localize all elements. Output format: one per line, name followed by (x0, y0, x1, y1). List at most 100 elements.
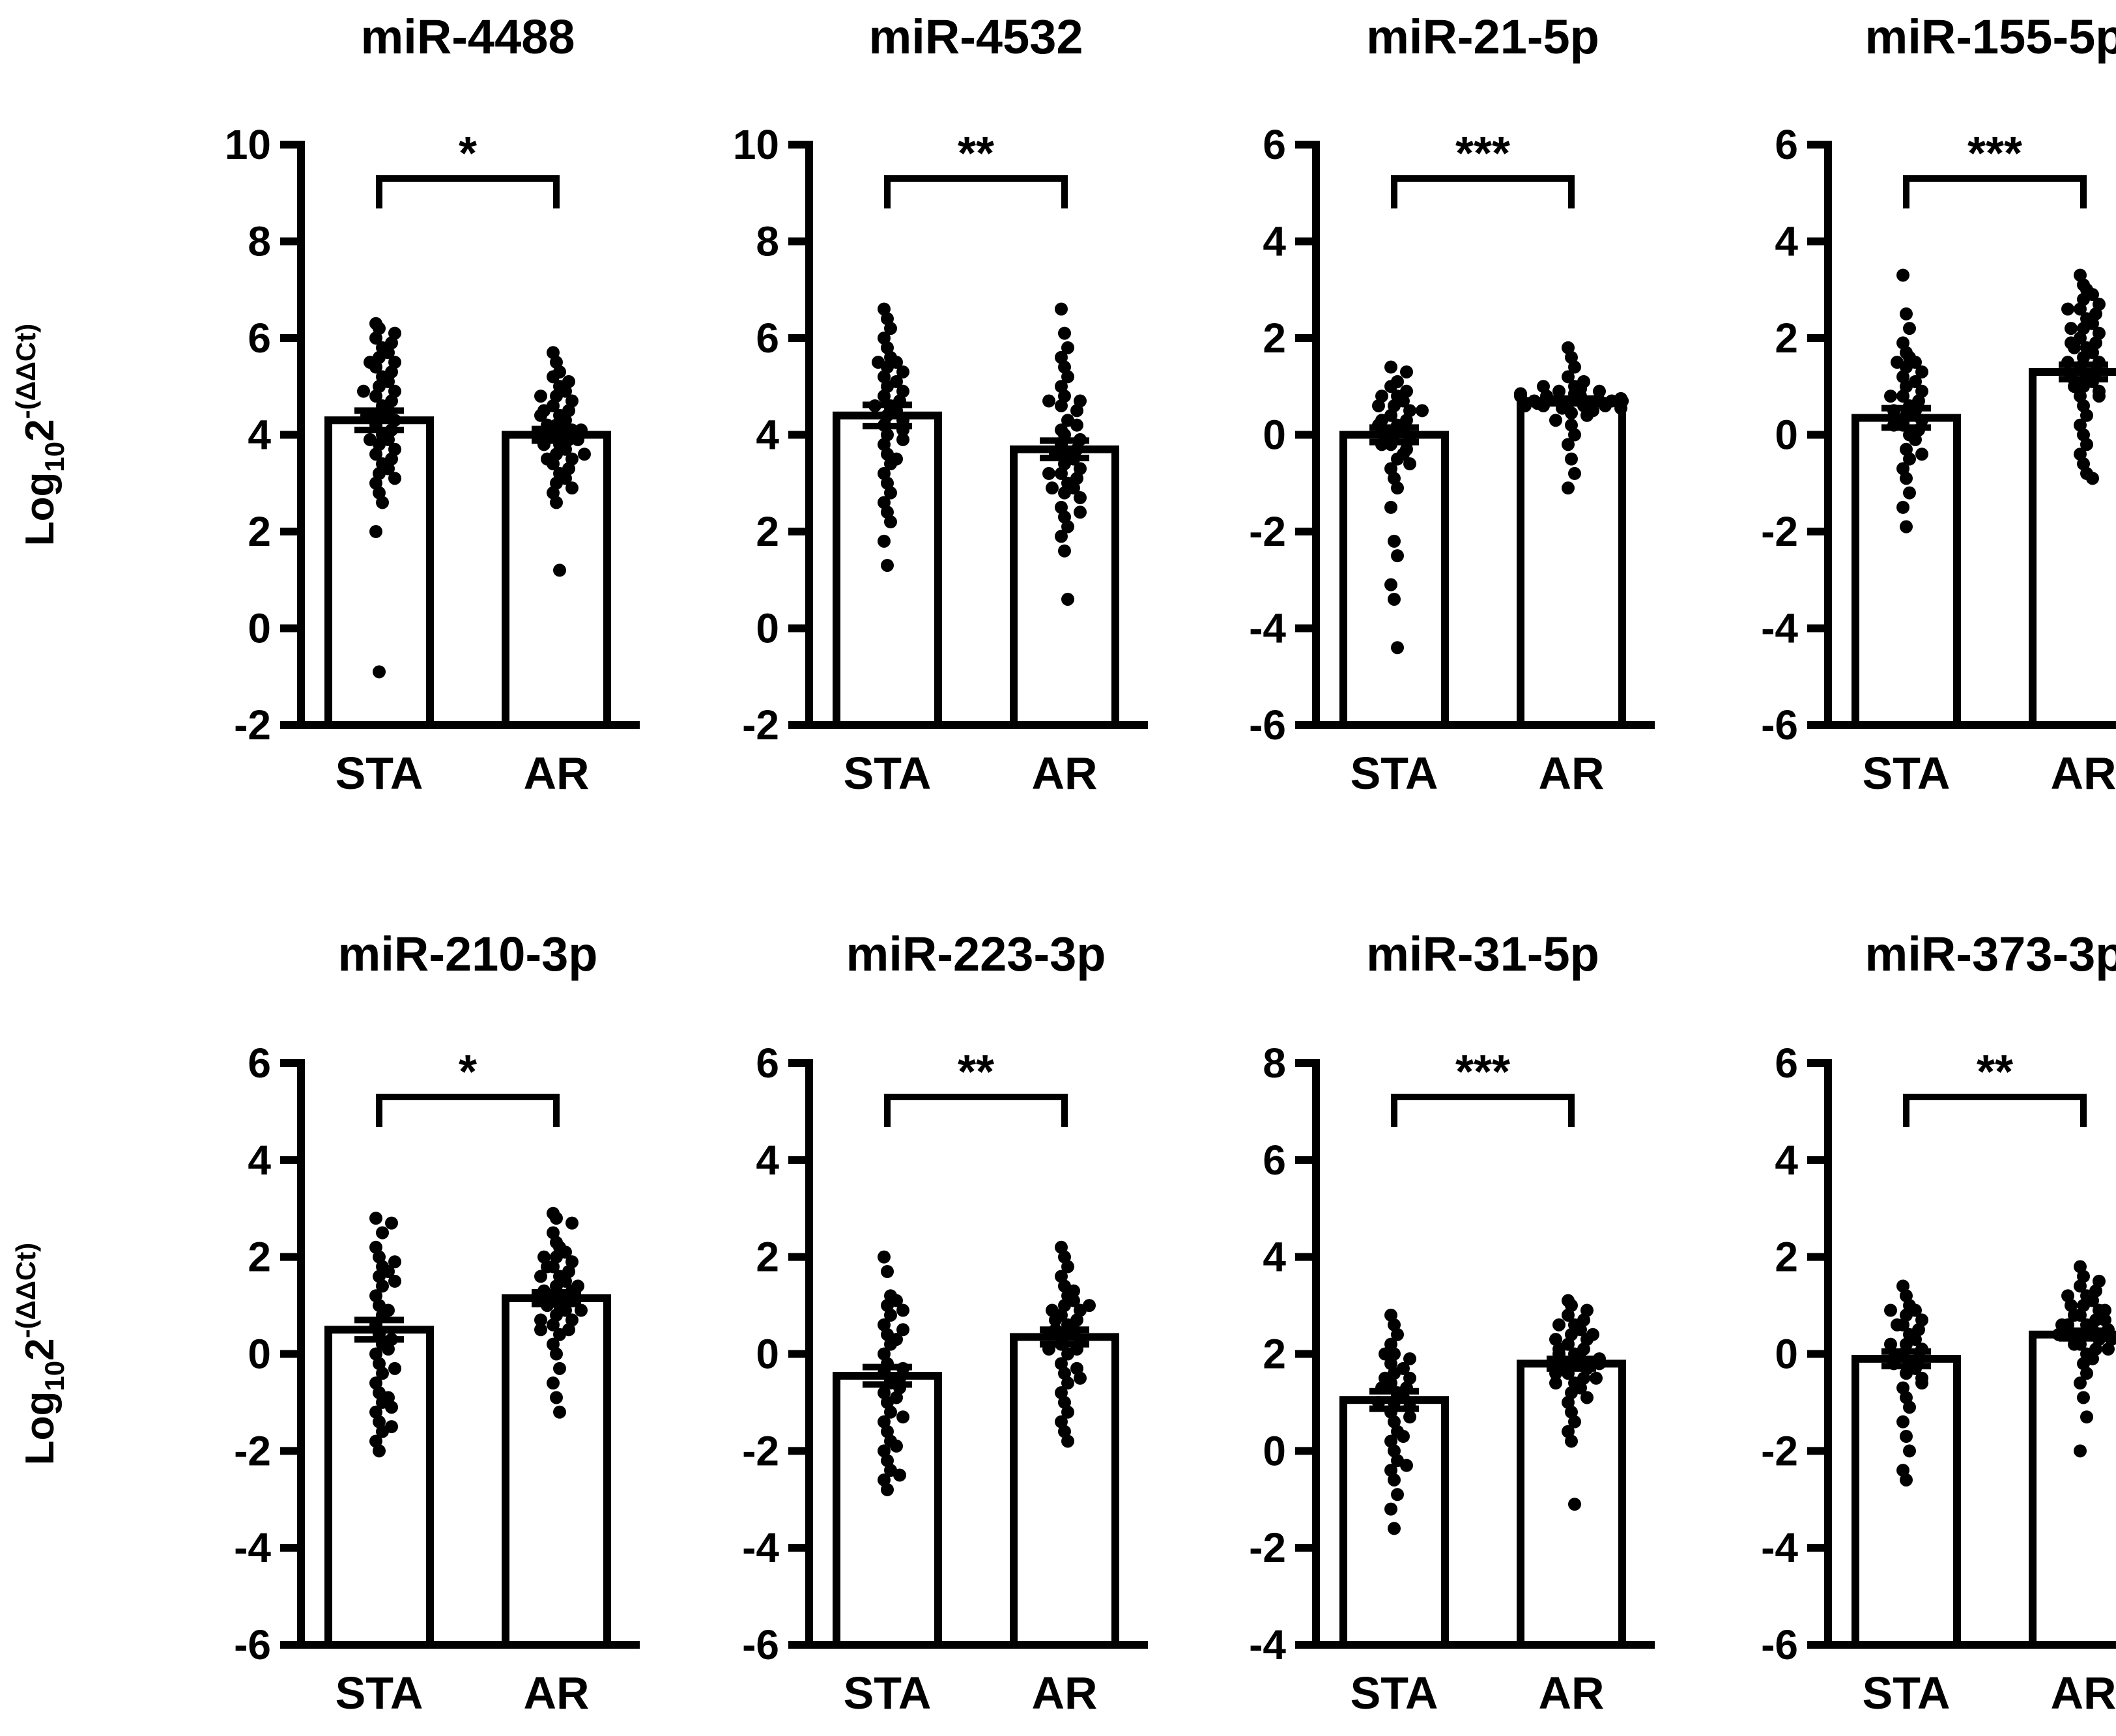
x-category-label: AR (523, 748, 589, 799)
y-tick-label: -2 (1249, 1524, 1286, 1571)
bar-ar (2029, 1330, 2116, 1649)
data-point (388, 1274, 401, 1288)
data-point (357, 384, 370, 398)
data-point (1061, 341, 1074, 354)
data-point (1400, 365, 1413, 378)
data-point (385, 1401, 398, 1414)
data-point (1562, 370, 1575, 384)
data-point (890, 375, 903, 388)
data-point (1903, 1444, 1916, 1458)
y-tick-label: 6 (248, 315, 271, 362)
data-point (565, 481, 579, 495)
data-point (1562, 438, 1575, 451)
data-point (1397, 1430, 1410, 1444)
data-point (1903, 486, 1916, 500)
y-tick-label: 6 (248, 1040, 271, 1087)
significance-label: *** (1455, 128, 1510, 180)
data-point (369, 332, 382, 345)
data-point (1384, 500, 1397, 514)
data-point (2061, 1289, 2074, 1303)
data-point (1058, 544, 1071, 558)
data-point (1562, 481, 1575, 495)
data-point (388, 1361, 401, 1375)
data-point (1586, 1328, 1599, 1341)
data-point (1900, 1367, 1913, 1380)
data-point (896, 1303, 909, 1317)
significance-bracket (376, 175, 560, 208)
y-axis-title-log: Log (18, 1391, 63, 1466)
data-point (534, 1313, 547, 1327)
y-tick-label: -2 (234, 1427, 271, 1474)
data-point (1400, 1459, 1413, 1472)
y-tick-label: 0 (1775, 412, 1798, 459)
y-tick-label: 2 (1775, 1234, 1798, 1281)
chart-title: miR-223-3p (846, 927, 1106, 981)
data-point (1388, 1522, 1401, 1535)
data-point (1379, 1371, 1392, 1385)
data-point (1593, 384, 1606, 398)
data-point (1884, 390, 1897, 403)
significance-label: ** (958, 1046, 994, 1098)
data-point (1900, 520, 1913, 534)
data-point (1915, 1376, 1928, 1390)
y-tick-label: -4 (1761, 605, 1798, 652)
data-point (1055, 302, 1068, 316)
data-point (1519, 399, 1532, 412)
x-category-label: AR (523, 1668, 589, 1718)
significance-bracket (376, 1094, 560, 1127)
y-tick-label: -6 (1761, 1621, 1798, 1668)
data-point (553, 1328, 566, 1341)
data-point (553, 1405, 566, 1419)
x-category-label: STA (844, 748, 932, 799)
data-point (884, 1405, 897, 1419)
data-point (541, 452, 554, 466)
data-point (547, 1376, 560, 1390)
data-point (1055, 466, 1068, 480)
significance-label: ** (1977, 1046, 2013, 1098)
data-point (896, 433, 909, 446)
data-point (884, 322, 897, 335)
significance-bracket (1903, 175, 2087, 208)
y-tick-label: -2 (234, 702, 271, 748)
data-point (534, 390, 547, 403)
y-axis-title-sub: 10 (39, 1361, 70, 1391)
data-point (1887, 1352, 1900, 1365)
data-point (890, 452, 903, 466)
data-point (553, 563, 566, 577)
data-point (896, 1410, 909, 1424)
data-point (1884, 1337, 1897, 1351)
x-category-label: STA (336, 1668, 423, 1718)
data-point (1388, 1473, 1401, 1487)
chart-panel-mir-223-3p: miR-223-3p 6 4 2 0 -2 -4 -6 STA AR ** (742, 927, 1148, 1718)
data-point (376, 1279, 389, 1293)
data-point (884, 515, 897, 529)
y-tick-label: 0 (1775, 1331, 1798, 1378)
x-category-label: STA (336, 748, 423, 799)
y-tick-label: -2 (1761, 1427, 1798, 1474)
y-tick-label: 0 (248, 605, 271, 652)
data-point (1891, 1318, 1904, 1331)
data-point (1388, 592, 1401, 606)
data-point (1061, 1260, 1074, 1274)
data-point (388, 472, 401, 485)
data-point (550, 1391, 563, 1404)
data-point (1909, 433, 1922, 446)
y-tick-label: 8 (248, 218, 271, 265)
y-tick-label: 2 (756, 1234, 779, 1281)
y-tick-label: 0 (756, 1331, 779, 1378)
y-tick-label: 0 (756, 605, 779, 652)
data-point (534, 1323, 547, 1337)
y-tick-label: -4 (742, 1524, 779, 1571)
data-point (1896, 390, 1909, 403)
data-point (382, 1303, 395, 1317)
data-point (373, 1444, 386, 1458)
y-tick-label: -2 (742, 1427, 779, 1474)
data-point (1061, 1347, 1074, 1361)
data-point (896, 1323, 909, 1337)
data-point (1903, 1401, 1916, 1414)
data-point (373, 665, 386, 679)
data-point (1384, 360, 1397, 374)
data-point (364, 356, 377, 369)
data-point (1900, 472, 1913, 485)
y-tick-label: 2 (1263, 1331, 1286, 1378)
